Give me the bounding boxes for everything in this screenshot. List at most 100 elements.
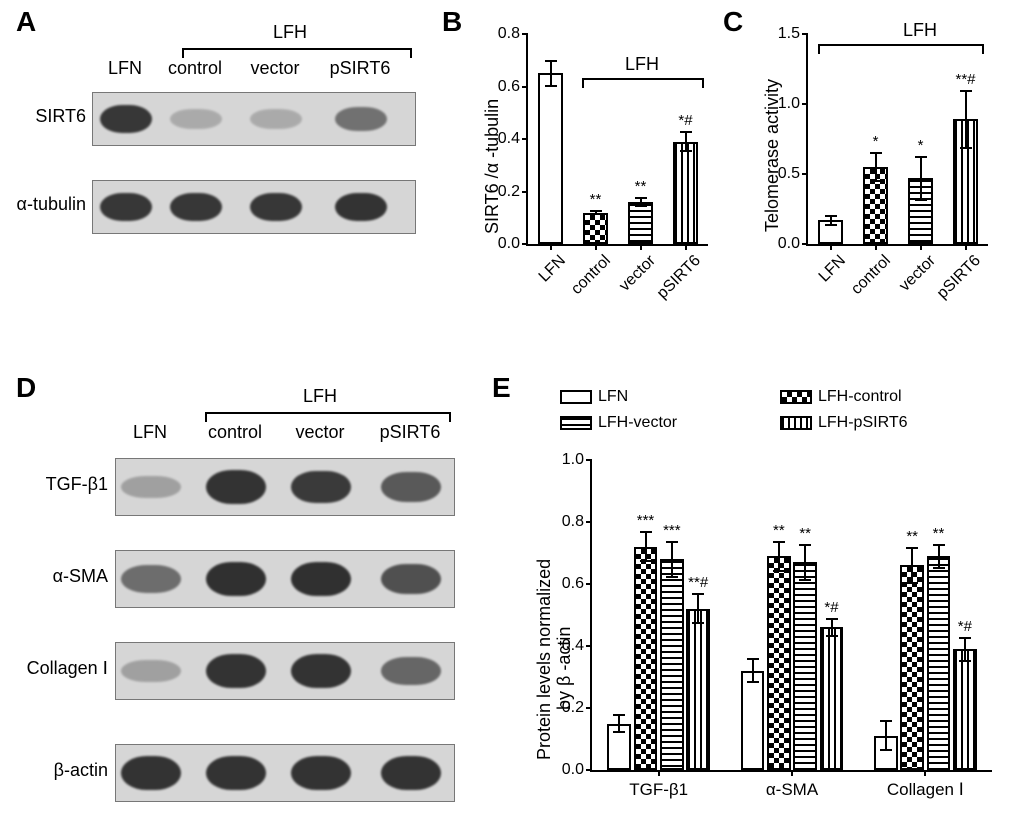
ytick-label: 0.2 <box>498 183 528 201</box>
panelA-band <box>335 107 387 131</box>
xtick <box>965 244 967 250</box>
legend-item: LFH-control <box>780 388 902 406</box>
panelD-blot <box>115 550 455 608</box>
panel-E-chart: LFN LFH-control LFH-vector LFH-pSIRT6 Prote… <box>520 380 1010 820</box>
panelD-band <box>381 472 441 502</box>
errorbar <box>804 544 806 581</box>
panelD-lane-label: pSIRT6 <box>374 422 446 443</box>
panelD-band <box>121 565 181 593</box>
xtick <box>920 244 922 250</box>
xtick <box>791 770 793 776</box>
panelD-band <box>121 660 181 683</box>
legend-item: LFH-vector <box>560 414 677 432</box>
ytick-label: 0.0 <box>778 235 808 253</box>
panelE-plot: 0.00.20.40.60.81.0********#TGF-β1*****#α… <box>590 460 992 772</box>
panel-label-B: B <box>442 6 462 38</box>
panelB-bracket <box>582 78 704 80</box>
sig-label: **# <box>676 574 720 591</box>
panelB-plot: 0.00.20.40.60.8LFN**control**vector*#pSI… <box>526 34 708 246</box>
panelC-bracket <box>818 44 984 46</box>
legend-swatch <box>560 390 592 404</box>
bar <box>767 556 791 770</box>
xtick <box>830 244 832 250</box>
bar <box>686 609 710 770</box>
errorbar <box>550 60 552 86</box>
sig-label: ** <box>917 525 961 542</box>
panelD-row-label: TGF-β1 <box>10 474 108 495</box>
panelD-band <box>121 756 181 789</box>
bar <box>820 627 844 770</box>
bar <box>741 671 765 770</box>
panelD-band <box>381 756 441 789</box>
panel-B-chart: SIRT6 /α -tubulin 0.00.20.40.60.8LFN**co… <box>480 14 720 324</box>
errorbar <box>911 547 913 584</box>
panelA-bracket <box>182 48 412 50</box>
bar <box>628 202 653 244</box>
panelD-band <box>206 470 266 503</box>
legend-swatch <box>780 390 812 404</box>
sig-label: * <box>851 133 901 150</box>
xtick <box>685 244 687 250</box>
ytick-label: 0.6 <box>498 78 528 96</box>
panelD-band <box>206 562 266 596</box>
panelB-group-label: LFH <box>622 54 662 75</box>
errorbar <box>778 541 780 572</box>
figure-root: A B C D E LFH LFNcontrolvectorpSIRT6 SIR… <box>0 0 1020 837</box>
panelA-band <box>250 109 302 129</box>
xtick <box>658 770 660 776</box>
panelA-lane-label: pSIRT6 <box>329 58 391 79</box>
panelD-lane-label: control <box>199 422 271 443</box>
errorbar <box>920 156 922 201</box>
ytick-label: 0.8 <box>498 25 528 43</box>
panelD-row-label: β-actin <box>10 760 108 781</box>
sig-label: *# <box>943 618 987 635</box>
panelA-band <box>170 193 222 221</box>
panel-label-C: C <box>723 6 743 38</box>
errorbar <box>640 197 642 208</box>
group-xlabel: TGF-β1 <box>592 780 725 800</box>
panelD-band <box>291 471 351 504</box>
ytick-label: 1.0 <box>562 451 592 469</box>
panelA-band <box>170 109 222 129</box>
panelD-band <box>381 564 441 595</box>
ytick-label: 0.0 <box>498 235 528 253</box>
errorbar <box>875 152 877 183</box>
errorbar <box>965 90 967 149</box>
errorbar <box>938 544 940 569</box>
panelA-band <box>250 193 302 221</box>
panelD-band <box>291 654 351 687</box>
panelA-band <box>335 193 387 221</box>
panelB-ylabel: SIRT6 /α -tubulin <box>482 99 503 234</box>
sig-label: *** <box>650 522 694 539</box>
panelD-band <box>121 476 181 499</box>
ytick-label: 0.0 <box>562 761 592 779</box>
panelA-lane-label: vector <box>244 58 306 79</box>
panelC-group-label: LFH <box>900 20 940 41</box>
legend-swatch <box>780 416 812 430</box>
errorbar <box>831 618 833 637</box>
ytick-label: 0.8 <box>562 513 592 531</box>
panelD-group-label: LFH <box>290 386 350 407</box>
legend-item: LFH-pSIRT6 <box>780 414 908 432</box>
panelD-band <box>291 756 351 789</box>
errorbar <box>830 215 832 226</box>
legend-label: LFH-vector <box>598 414 677 431</box>
sig-label: **# <box>941 71 991 88</box>
errorbar <box>645 531 647 562</box>
panelA-row-label: SIRT6 <box>16 106 86 127</box>
panelA-blot <box>92 180 416 234</box>
panelA-band <box>100 105 152 133</box>
legend-label: LFH-control <box>818 388 902 405</box>
sig-label: * <box>896 137 946 154</box>
panelE-ylabel: Protein levels normalized <box>534 559 555 760</box>
legend-item: LFN <box>560 388 628 406</box>
bar <box>953 649 977 770</box>
errorbar <box>885 720 887 751</box>
panelD-band <box>206 654 266 687</box>
panelA-lane-label: control <box>164 58 226 79</box>
panelA-blot <box>92 92 416 146</box>
panelA-lane-label: LFN <box>94 58 156 79</box>
panelD-lane-label: vector <box>284 422 356 443</box>
errorbar <box>685 131 687 152</box>
legend-swatch <box>560 416 592 430</box>
